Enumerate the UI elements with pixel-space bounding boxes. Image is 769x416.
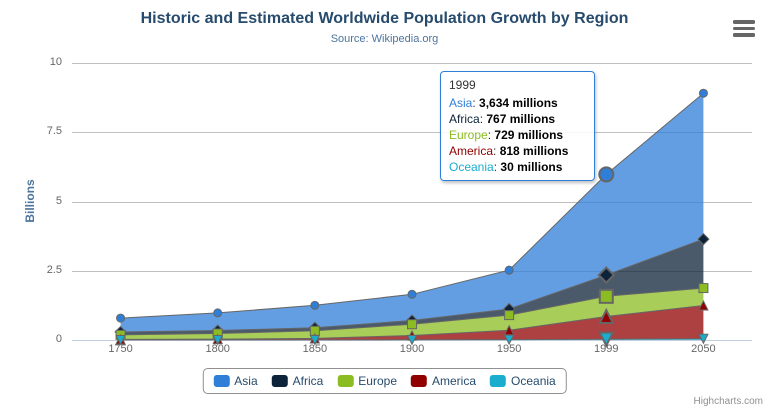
oceania-marker-2050[interactable] bbox=[698, 333, 709, 345]
chart-subtitle: Source: Wikipedia.org bbox=[330, 33, 439, 45]
legend-label: Asia bbox=[234, 374, 258, 388]
yaxis-label-5: 5 bbox=[55, 194, 62, 207]
xaxis-label-1750: 1750 bbox=[108, 343, 133, 355]
legend-label: America bbox=[432, 374, 477, 388]
europe-marker-1999[interactable] bbox=[598, 288, 614, 304]
legend-item-europe[interactable]: Europe bbox=[337, 374, 397, 388]
hamburger-bar bbox=[733, 20, 755, 24]
yaxis-labels: 0 2.5 5 7.5 10 bbox=[0, 0, 62, 416]
legend: Asia Africa Europe America Oceania bbox=[202, 368, 567, 394]
hamburger-menu-icon[interactable] bbox=[733, 20, 755, 40]
yaxis-label-7.5: 7.5 bbox=[46, 125, 62, 138]
europe-marker-1900[interactable] bbox=[407, 319, 417, 330]
xaxis-label-2050: 2050 bbox=[691, 343, 716, 355]
series-area-asia[interactable] bbox=[120, 93, 704, 332]
hamburger-bar bbox=[733, 26, 755, 30]
xaxis-label-1850: 1850 bbox=[302, 343, 328, 355]
series-area-america[interactable] bbox=[120, 305, 704, 340]
oceania-legend-swatch bbox=[490, 375, 507, 387]
asia-marker-1900[interactable] bbox=[407, 289, 417, 299]
hamburger-bar bbox=[733, 33, 755, 37]
xaxis-label-1950: 1950 bbox=[496, 343, 522, 355]
oceania-marker-1950[interactable] bbox=[503, 334, 515, 346]
asia-marker-1850[interactable] bbox=[310, 300, 320, 310]
oceania-marker-1800[interactable] bbox=[212, 334, 224, 346]
xaxis-label-1800: 1800 bbox=[205, 343, 230, 355]
africa-marker-2050[interactable] bbox=[697, 232, 710, 246]
legend-item-africa[interactable]: Africa bbox=[271, 374, 324, 388]
oceania-marker-1850[interactable] bbox=[309, 334, 321, 346]
yaxis-label-0: 0 bbox=[55, 333, 62, 345]
legend-label: Oceania bbox=[511, 374, 556, 388]
europe-marker-2050[interactable] bbox=[698, 283, 709, 294]
yaxis-label-10: 10 bbox=[49, 56, 62, 68]
africa-legend-swatch bbox=[271, 375, 288, 387]
credits-link[interactable]: Highcharts.com bbox=[693, 396, 763, 407]
chart-title: Historic and Estimated Worldwide Populat… bbox=[140, 10, 629, 27]
legend-item-america[interactable]: America bbox=[411, 374, 476, 388]
oceania-marker-1900[interactable] bbox=[406, 334, 418, 346]
america-legend-swatch bbox=[411, 375, 428, 387]
legend-item-asia[interactable]: Asia bbox=[213, 374, 258, 388]
asia-legend-swatch bbox=[213, 375, 230, 387]
legend-item-oceania[interactable]: Oceania bbox=[490, 374, 556, 388]
asia-marker-1800[interactable] bbox=[213, 308, 223, 318]
series-area-africa[interactable] bbox=[120, 239, 704, 335]
america-marker-1999[interactable] bbox=[598, 307, 615, 325]
legend-label: Africa bbox=[292, 374, 324, 388]
legend-label: Europe bbox=[358, 374, 398, 388]
asia-marker-1750[interactable] bbox=[116, 313, 126, 323]
america-marker-2050[interactable] bbox=[698, 299, 709, 311]
oceania-marker-1999[interactable] bbox=[598, 331, 615, 348]
asia-marker-1999[interactable] bbox=[598, 166, 615, 183]
asia-marker-1950[interactable] bbox=[504, 265, 514, 275]
xaxis-labels: 1750 1800 1850 1900 1950 1999 2050 bbox=[0, 343, 769, 357]
oceania-marker-1750[interactable] bbox=[115, 334, 126, 346]
xaxis-label-1900: 1900 bbox=[399, 343, 425, 355]
asia-marker-2050[interactable] bbox=[698, 88, 708, 98]
europe-legend-swatch bbox=[337, 375, 354, 387]
xaxis-label-1999: 1999 bbox=[594, 343, 619, 355]
yaxis-label-2.5: 2.5 bbox=[46, 263, 62, 276]
africa-marker-1999[interactable] bbox=[597, 266, 616, 284]
europe-marker-1950[interactable] bbox=[504, 310, 515, 321]
